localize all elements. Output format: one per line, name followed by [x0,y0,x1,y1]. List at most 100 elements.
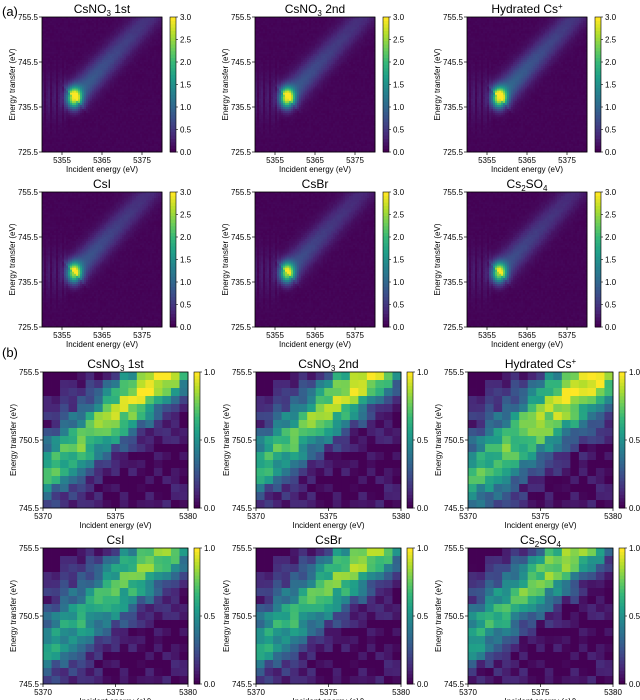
heatmap-cell [134,39,137,42]
heatmap-cell [72,39,75,42]
heatmap-cell [66,43,69,47]
heatmap-cell [64,135,67,139]
heatmap-cell [106,57,109,61]
heatmap-cell [76,47,79,51]
heatmap-cell [118,123,121,126]
heatmap-cell [158,100,161,104]
heatmap-cell [158,82,161,85]
heatmap-cell [160,21,163,24]
heatmap-cell [44,131,47,134]
heatmap-cell [76,29,79,32]
heatmap-cell [144,35,147,38]
heatmap-cell [122,39,125,42]
heatmap-cell [110,41,113,44]
heatmap-cell [122,59,125,63]
heatmap-cell [158,49,161,53]
heatmap-cell [128,49,131,53]
heatmap-cell [160,109,163,112]
heatmap-cell [150,74,153,77]
heatmap-cell [94,94,97,98]
heatmap-cell [84,107,87,110]
heatmap-cell [124,82,127,85]
heatmap-cell [58,74,61,77]
heatmap-cell [106,51,109,55]
heatmap-cell [130,53,133,57]
heatmap-cell [88,70,91,73]
heatmap-cell [116,21,119,24]
heatmap-cell [72,131,75,134]
heatmap-cell [86,41,89,44]
heatmap-cell [54,111,57,114]
heatmap-cell [138,74,141,77]
heatmap-cell [52,139,55,143]
heatmap-cell [52,111,55,114]
heatmap-cell [88,109,91,112]
heatmap-cell [146,19,149,22]
heatmap-cell [86,19,89,22]
heatmap-cell [146,55,149,59]
heatmap-cell [124,125,127,128]
heatmap-cell [158,92,161,96]
heatmap-cell [42,51,45,55]
heatmap-cell [128,100,131,104]
heatmap-cell [98,84,101,87]
heatmap-cell [72,78,75,81]
heatmap-cell [104,25,107,28]
heatmap-cell [52,123,55,126]
heatmap-cell [68,76,71,79]
heatmap-cell [108,29,111,32]
heatmap-cell [80,68,83,71]
heatmap-cell [74,135,77,139]
heatmap-cell [52,98,55,102]
heatmap-cell [136,104,139,108]
heatmap-cell [154,47,157,51]
heatmap-cell [142,41,145,44]
heatmap-cell [76,98,79,102]
heatmap-cell [108,47,111,51]
heatmap-cell [42,59,45,63]
heatmap-cell [58,92,61,96]
heatmap-cell [108,115,111,118]
heatmap-cell [78,35,81,38]
heatmap-cell [122,131,125,134]
heatmap-cell [134,115,137,118]
heatmap-cell [60,31,63,34]
heatmap-cell [68,96,71,100]
heatmap-cell [74,92,77,96]
heatmap-cell [154,90,157,94]
heatmap-cell [148,33,151,36]
heatmap-cell [94,41,97,44]
heatmap-cell [98,51,101,55]
heatmap-cell [160,107,163,110]
heatmap-cell [128,37,131,40]
heatmap-cell [66,35,69,38]
heatmap-cell [128,111,131,114]
heatmap-cell [158,43,161,47]
heatmap-cell [60,117,63,120]
heatmap-cell [50,113,53,116]
heatmap-cell [68,39,71,42]
heatmap-cell [118,117,121,120]
heatmap-cell [102,98,105,102]
heatmap-cell [160,27,163,30]
heatmap-cell [116,80,119,83]
heatmap-cell [66,82,69,85]
heatmap-cell [144,43,147,47]
heatmap-cell [130,113,133,116]
heatmap-cell [58,135,61,139]
heatmap-cell [136,137,139,141]
heatmap-cell [108,84,111,87]
heatmap-cell [60,119,63,122]
heatmap-cell [102,57,105,61]
heatmap-cell [94,133,97,137]
heatmap-cell [80,19,83,22]
heatmap-cell [74,57,77,61]
heatmap-cell [98,119,101,122]
heatmap-cell [74,115,77,118]
heatmap-cell [80,129,83,132]
heatmap-cell [154,104,157,108]
heatmap-cell [94,45,97,49]
heatmap-cell [44,92,47,96]
heatmap-cell [78,39,81,42]
heatmap-cell [130,86,133,89]
